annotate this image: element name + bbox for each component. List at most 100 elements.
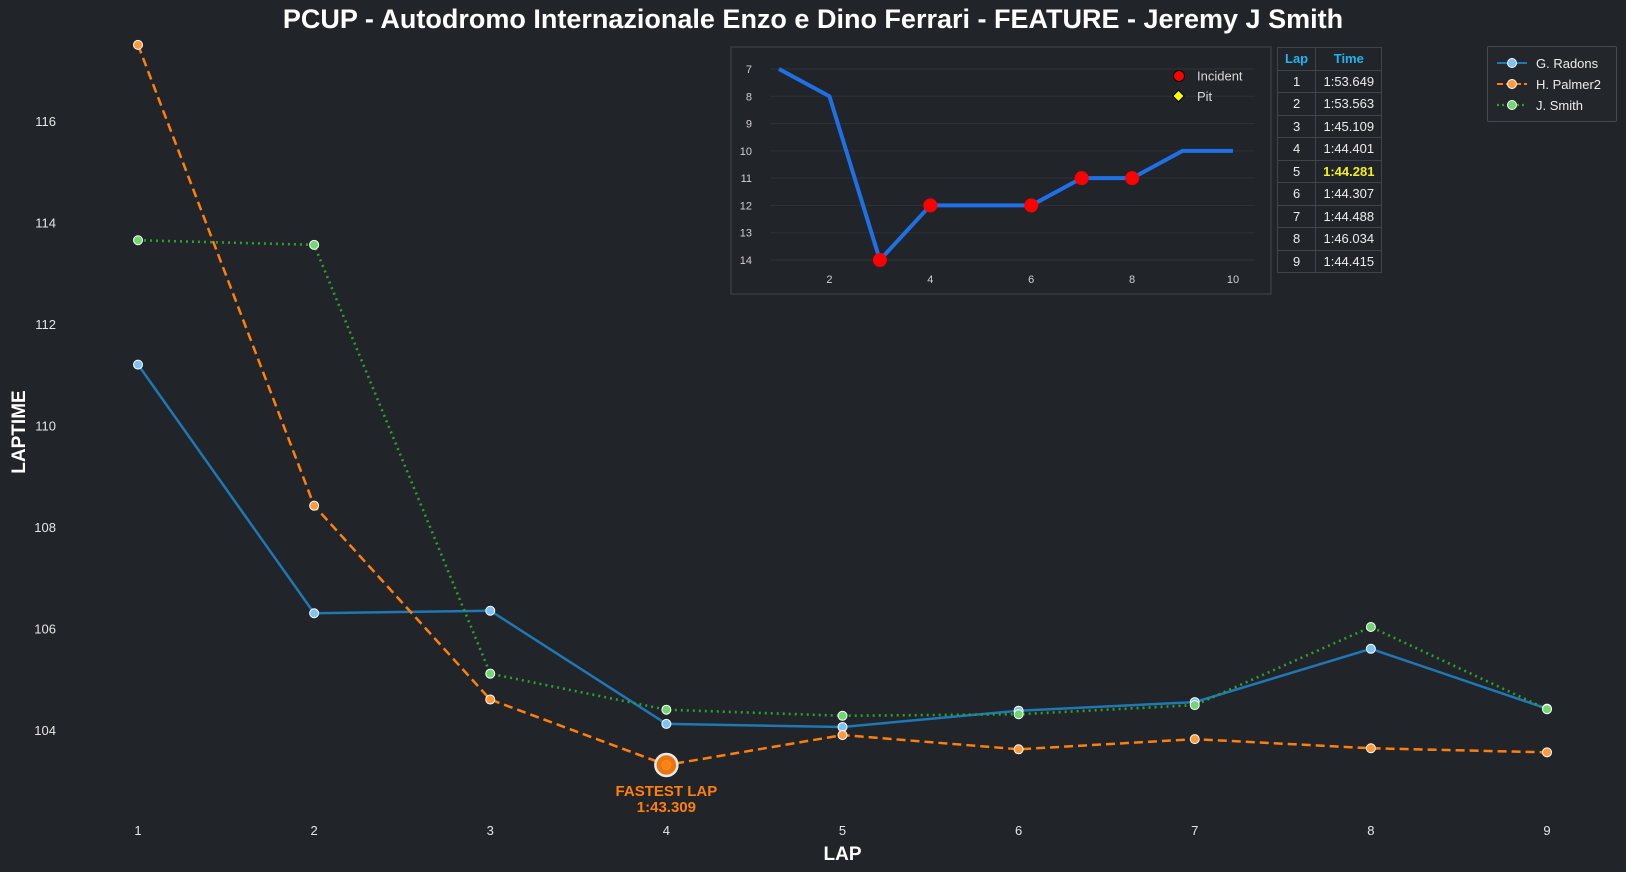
inset-y-tick-label: 12: [740, 200, 752, 212]
main-legend: G. Radons H. Palmer2 J. Smith: [1487, 46, 1617, 122]
lap-number-cell: 8: [1276, 227, 1317, 251]
data-point-h-palmer2: [1542, 747, 1552, 758]
x-tick-label: 9: [1543, 823, 1550, 838]
y-tick-label: 116: [35, 114, 56, 129]
position-inset-chart: 7 8 9 10 11 12 13 14 2 4 6 8 10 Incident Pit: [730, 46, 1272, 295]
fastest-lap-value: 1:43.309: [637, 799, 696, 816]
fastest-lap-annotation: FASTEST LAP 1:43.309: [616, 752, 718, 816]
main-series: [133, 39, 1552, 771]
incident-legend-marker: [1173, 70, 1185, 82]
inset-position-series: [778, 67, 1233, 267]
incident-marker: [923, 198, 938, 213]
lap-table-row: 5 1:44.281: [1276, 159, 1383, 183]
x-tick-label: 7: [1191, 823, 1198, 838]
y-tick-label: 104: [34, 723, 56, 738]
inset-legend: Incident Pit: [1172, 69, 1243, 104]
data-point-j-smith: [1013, 709, 1024, 720]
incident-legend-label: Incident: [1197, 69, 1243, 84]
x-axis-label: LAP: [824, 844, 862, 865]
legend-label-j-smith: J. Smith: [1536, 97, 1583, 113]
lap-table-row: 8 1:46.034: [1276, 227, 1383, 251]
y-tick-label: 112: [35, 317, 56, 332]
data-point-h-palmer2: [1013, 744, 1024, 755]
y-tick-label: 114: [35, 216, 56, 231]
lap-number-cell: 4: [1276, 137, 1317, 161]
inset-x-tick-label: 8: [1129, 274, 1135, 286]
inset-y-tick-label: 10: [740, 146, 752, 158]
legend-item-h-palmer2: H. Palmer2: [1496, 74, 1601, 94]
data-point-g-radons: [309, 608, 320, 619]
x-tick-label: 2: [311, 823, 318, 838]
data-point-j-smith: [309, 239, 320, 250]
inset-y-tick-label: 11: [741, 173, 752, 185]
data-point-g-radons: [661, 718, 672, 729]
inset-y-tick-label: 8: [746, 91, 752, 103]
series-line-j-smith: [137, 238, 1548, 718]
lap-table-row: 1 1:53.649: [1276, 69, 1383, 93]
lap-time-cell: 1:44.415: [1315, 249, 1383, 273]
data-point-g-radons: [133, 359, 143, 370]
lap-number-cell: 9: [1276, 249, 1317, 273]
inset-y-tick-label: 7: [746, 64, 752, 76]
x-tick-label: 4: [663, 823, 670, 838]
inset-x-tick-label: 10: [1227, 274, 1239, 286]
incident-marker: [1125, 171, 1140, 186]
lap-time-cell: 1:46.034: [1315, 227, 1383, 251]
inset-x-tick-label: 4: [927, 274, 933, 286]
data-point-h-palmer2: [1365, 743, 1376, 754]
inset-ticks: 7 8 9 10 11 12 13 14 2 4 6 8 10: [740, 64, 1239, 286]
legend-swatch-h-palmer2: [1497, 79, 1527, 89]
data-point-j-smith: [133, 235, 143, 246]
data-point-h-palmer2: [133, 39, 143, 50]
legend-label-h-palmer2: H. Palmer2: [1536, 76, 1602, 92]
inset-y-tick-label: 13: [740, 228, 752, 240]
y-tick-label: 110: [35, 419, 56, 434]
pit-legend-marker: [1172, 89, 1185, 103]
lap-number-cell: 5: [1276, 159, 1317, 183]
data-point-h-palmer2: [309, 500, 320, 511]
data-point-j-smith: [837, 710, 848, 721]
chart-title: PCUP - Autodromo Internazionale Enzo e D…: [282, 4, 1344, 34]
fastest-lap-label: FASTEST LAP: [616, 783, 718, 800]
lap-time-cell: 1:53.563: [1315, 92, 1383, 116]
x-tick-label: 6: [1015, 823, 1022, 838]
y-axis-label: LAPTIME: [9, 390, 30, 473]
lap-table-row: 3 1:45.109: [1276, 114, 1383, 138]
pit-legend-label: Pit: [1197, 89, 1213, 104]
x-tick-label: 3: [487, 823, 494, 838]
inset-grid: [770, 68, 1255, 261]
x-tick-label: 1: [134, 823, 141, 838]
lap-time-cell: 1:45.109: [1315, 114, 1383, 138]
y-tick-label: 108: [34, 520, 56, 535]
lap-number-cell: 3: [1276, 114, 1317, 138]
lap-times-table: Lap Time 1 1:53.649 2 1:53.563 3 1:45.109 4 1:4…: [1276, 47, 1383, 273]
data-point-j-smith: [485, 668, 496, 679]
lap-number-cell: 1: [1276, 69, 1317, 93]
lap-time-cell: 1:44.307: [1315, 182, 1383, 206]
data-point-j-smith: [661, 704, 672, 715]
lap-table-row: 6 1:44.307: [1276, 182, 1383, 206]
data-point-j-smith: [1365, 621, 1376, 632]
data-point-j-smith: [1542, 704, 1552, 715]
lap-table-row: 4 1:44.401: [1276, 137, 1383, 161]
legend-item-g-radons: G. Radons: [1496, 53, 1598, 73]
lap-time-cell: 1:44.281: [1315, 159, 1383, 183]
inset-position-line: [778, 67, 1233, 262]
lap-table-row: 9 1:44.415: [1276, 249, 1383, 273]
data-point-h-palmer2: [1189, 734, 1200, 745]
data-point-h-palmer2: [485, 694, 496, 705]
lap-number-cell: 6: [1276, 182, 1317, 206]
legend-swatch-g-radons: [1497, 58, 1527, 68]
incident-marker: [872, 253, 887, 267]
x-tick-label: 5: [839, 823, 846, 838]
data-point-j-smith: [1189, 700, 1200, 711]
legend-label-g-radons: G. Radons: [1536, 55, 1599, 71]
lap-table-row: 7 1:44.488: [1276, 204, 1383, 228]
inset-x-tick-label: 6: [1028, 274, 1034, 286]
x-tick-label: 8: [1367, 823, 1374, 838]
time-column-header: Time: [1315, 47, 1383, 71]
data-point-g-radons: [1365, 643, 1376, 654]
lap-number-cell: 7: [1276, 204, 1317, 228]
lap-number-cell: 2: [1276, 92, 1317, 116]
